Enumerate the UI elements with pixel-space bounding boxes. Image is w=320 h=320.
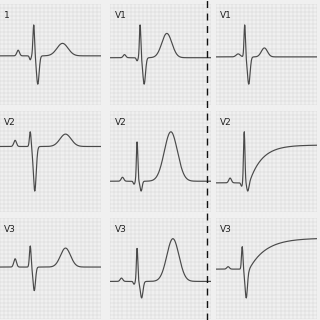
Text: V2: V2 (220, 118, 232, 127)
Text: V2: V2 (115, 118, 126, 127)
Text: V1: V1 (220, 11, 232, 20)
Text: V2: V2 (4, 118, 16, 127)
Text: V1: V1 (115, 11, 126, 20)
Text: V3: V3 (115, 225, 126, 234)
Text: V3: V3 (220, 225, 232, 234)
Text: V3: V3 (4, 225, 16, 234)
Text: 1: 1 (4, 11, 10, 20)
